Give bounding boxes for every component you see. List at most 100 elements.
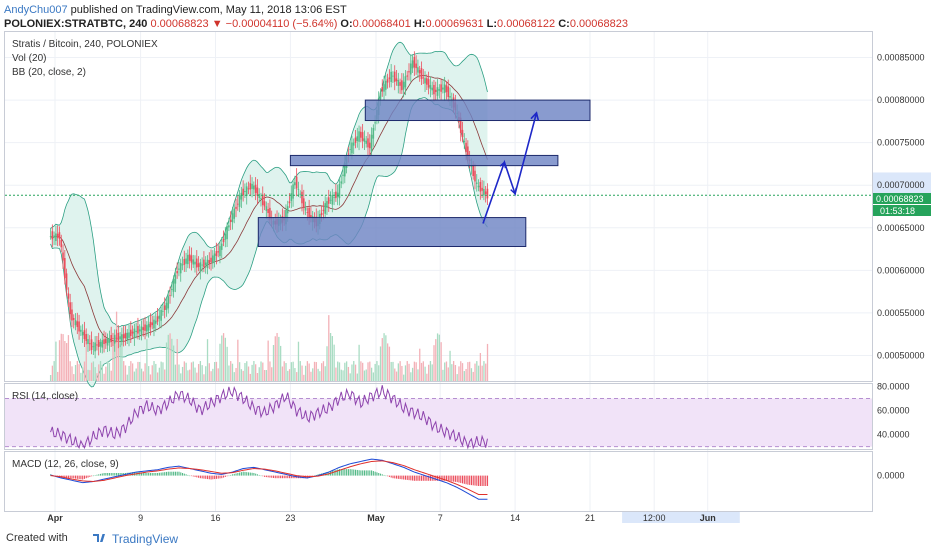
macd-hist-bar [247, 472, 250, 476]
candle [110, 326, 112, 347]
volume-bar [87, 369, 89, 381]
candle [53, 231, 55, 246]
volume-bar [472, 371, 474, 381]
volume-bar [278, 336, 280, 381]
time-tick-label: Jun [700, 513, 716, 523]
macd-hist-bar [454, 475, 456, 482]
volume-bar [92, 361, 95, 381]
candle [56, 225, 59, 247]
volume-bar [169, 333, 171, 381]
macd-hist-bar [173, 471, 175, 476]
candle [406, 70, 409, 81]
macd-hist-bar [171, 471, 173, 476]
candle [236, 195, 239, 211]
tradingview-link[interactable]: TradingView [112, 532, 179, 546]
candle [171, 281, 173, 297]
author-link[interactable]: AndyChu007 [4, 4, 68, 16]
price-zone[interactable] [289, 154, 559, 167]
volume-bar [269, 361, 271, 381]
macd-hist-bar [374, 471, 376, 476]
main-panel-frame [4, 31, 873, 382]
candle [179, 258, 182, 282]
volume-bar [228, 365, 230, 381]
main-legend-title[interactable]: Stratis / Bitcoin, 240, POLONIEX [12, 39, 158, 50]
volume-bar [322, 361, 325, 381]
volume-bar [419, 348, 421, 381]
volume-bar [297, 341, 300, 381]
macd-hist-bar [157, 473, 159, 476]
volume-bar [57, 371, 59, 381]
macd-hist-bar [183, 473, 185, 476]
candle [258, 188, 260, 202]
volume-bar [395, 371, 398, 381]
candle [106, 333, 109, 353]
candle [326, 197, 328, 216]
volume-bar [281, 366, 284, 381]
last-price-badge: 0.00068823 01:53:18 [873, 193, 931, 216]
candle [88, 335, 91, 352]
candle [87, 333, 89, 352]
rsi-legend[interactable]: RSI (14, close) [12, 391, 78, 402]
macd-hist-bar [267, 475, 269, 478]
down-arrow-icon: ▼ [211, 18, 223, 30]
macd-hist-bar [105, 473, 107, 476]
candle [121, 327, 123, 346]
volume-bar [78, 364, 80, 381]
volume-bar [370, 367, 373, 381]
macd-hist-bar [315, 474, 317, 476]
candle [185, 252, 187, 272]
candle [352, 138, 355, 155]
price-zone[interactable] [257, 217, 527, 248]
macd-hist-bar [358, 470, 360, 476]
macd-hist-bar [205, 475, 207, 479]
arrow-head-icon [510, 187, 517, 196]
candle [304, 201, 307, 216]
macd-legend[interactable]: MACD (12, 26, close, 9) [12, 459, 119, 470]
volume-bar [82, 367, 84, 381]
volume-bar [458, 366, 460, 381]
candle [117, 325, 120, 349]
volume-bar [171, 338, 173, 381]
macd-hist-bar [272, 475, 275, 478]
volume-bar [108, 362, 111, 381]
volume-bar [114, 334, 116, 381]
volume-bar [469, 361, 471, 381]
macd-hist-bar [92, 475, 94, 477]
macd-hist-bar [367, 470, 369, 476]
volume-bar [205, 366, 207, 381]
candle [399, 78, 401, 94]
macd-hist-bar [445, 475, 448, 481]
candle [224, 226, 227, 248]
volume-bar [426, 373, 428, 381]
volume-bar [454, 365, 457, 381]
bollinger-legend[interactable]: BB (20, close, 2) [12, 67, 86, 78]
volume-bar [101, 364, 103, 381]
time-axis[interactable]: Apr 9 16 23 May 7 14 21 12:00 Jun [47, 513, 715, 523]
macd-hist-bar [290, 475, 292, 479]
candle [71, 302, 73, 327]
volume-legend[interactable]: Vol (20) [12, 53, 46, 64]
candle [388, 69, 391, 88]
volume-bar [390, 361, 392, 381]
created-with-text: Created with [6, 532, 68, 544]
price-zone[interactable] [364, 99, 591, 122]
macd-hist-bar [465, 475, 467, 485]
volume-bar [449, 350, 451, 381]
volume-bar [194, 367, 196, 381]
macd-hist-bar [338, 469, 341, 476]
volume-bar [210, 371, 212, 381]
candle [424, 71, 426, 92]
macd-hist-bar [219, 475, 221, 479]
candle [97, 332, 100, 356]
volume-bar [363, 370, 366, 381]
macd-hist-bar [96, 474, 98, 476]
volume-bar [428, 364, 430, 381]
candle [413, 51, 416, 76]
volume-bar [71, 366, 73, 381]
volume-bar [360, 361, 362, 381]
price-axis[interactable]: 0.00085000 0.00080000 0.00075000 0.00070000… [873, 53, 931, 361]
volume-bar [394, 368, 396, 381]
macd-hist-bar [456, 475, 458, 483]
volume-bar [340, 369, 342, 381]
candle [233, 203, 236, 224]
